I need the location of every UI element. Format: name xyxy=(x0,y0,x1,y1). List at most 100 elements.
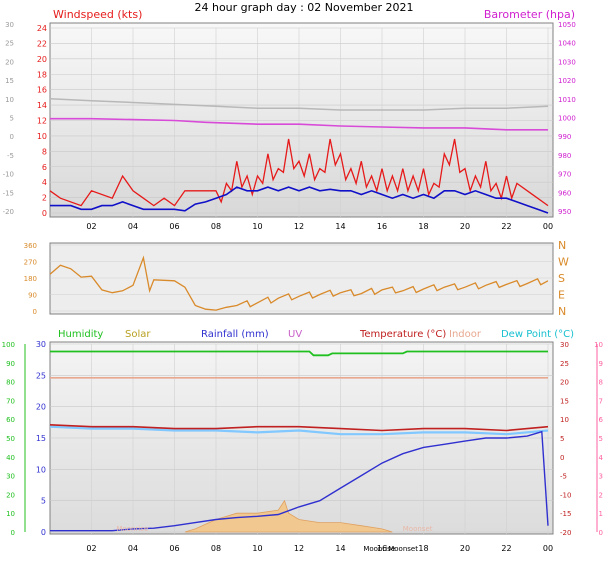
temp-x-tick: 04 xyxy=(128,544,138,553)
temp-x-tick: 12 xyxy=(294,544,304,553)
wind-y-tick: 8 xyxy=(42,147,47,156)
temp-x-tick: 08 xyxy=(211,544,221,553)
barometer-axis-title: Barometer (hpa) xyxy=(484,8,575,21)
temperature-y-tick: -5 xyxy=(560,473,567,481)
compass-label: W xyxy=(558,256,569,269)
legend-solar: Solar xyxy=(125,329,151,340)
outer-y-tick: -20 xyxy=(3,208,14,216)
temp-x-tick: 20 xyxy=(460,544,470,553)
wind-x-tick: 04 xyxy=(128,222,138,231)
rain-y-tick: 30 xyxy=(36,340,46,349)
wind-y-tick: 14 xyxy=(37,101,47,110)
temp-x-tick: 02 xyxy=(86,544,96,553)
wind-y-tick: 18 xyxy=(37,70,47,79)
wind-x-tick: 20 xyxy=(460,222,470,231)
compass-label: E xyxy=(558,289,565,302)
wind-x-tick: 22 xyxy=(501,222,511,231)
temperature-ghost-line xyxy=(49,98,549,111)
rain-y-tick: 25 xyxy=(36,371,46,380)
temperature-y-tick: 10 xyxy=(560,416,569,424)
outer-y-tick: 15 xyxy=(5,77,14,85)
outer-y-tick: 20 xyxy=(5,58,14,66)
wind-x-tick: 00 xyxy=(543,222,553,231)
wind-y-tick: 6 xyxy=(42,163,47,172)
uv-y-tick: 8 xyxy=(599,379,603,387)
outer-y-tick: -15 xyxy=(3,189,14,197)
wind-x-tick: 10 xyxy=(252,222,262,231)
humidity-line xyxy=(50,350,548,357)
outer-y-tick: 10 xyxy=(5,96,14,104)
wind-y-tick: 22 xyxy=(37,39,47,48)
legend-temperature: Temperature (°C) xyxy=(359,329,446,340)
moonset-marker: Moonset xyxy=(403,525,433,533)
wind-y-tick: 16 xyxy=(37,86,47,95)
wind-x-tick: 18 xyxy=(418,222,428,231)
outer-y-tick: -10 xyxy=(3,171,14,179)
temperature-y-tick: 25 xyxy=(560,360,569,368)
barometer-y-tick: 1020 xyxy=(558,77,576,85)
temp-x-tick: 16 xyxy=(377,544,387,553)
wind-y-tick: 12 xyxy=(37,117,47,126)
barometer-y-tick: 980 xyxy=(558,152,571,160)
direction-y-tick: 90 xyxy=(28,292,37,300)
rain-y-tick: 20 xyxy=(36,403,46,412)
legend-dew-point: Dew Point (°C) xyxy=(501,329,574,340)
humidity-y-tick: 30 xyxy=(6,473,15,481)
solar-area xyxy=(184,499,393,533)
humidity-y-tick: 50 xyxy=(6,435,15,443)
uv-y-tick: 6 xyxy=(599,416,604,424)
barometer-line xyxy=(50,117,548,131)
uv-y-tick: 7 xyxy=(599,397,603,405)
legend-humidity: Humidity xyxy=(58,329,103,340)
barometer-y-tick: 950 xyxy=(558,208,571,216)
wind-y-tick: 2 xyxy=(42,194,47,203)
temperature-y-tick: -10 xyxy=(560,491,571,499)
humidity-y-tick: 60 xyxy=(6,416,15,424)
wind-x-tick: 08 xyxy=(211,222,221,231)
wind-x-tick: 02 xyxy=(86,222,96,231)
uv-y-tick: 10 xyxy=(594,341,603,349)
temp-x-tick: 18 xyxy=(418,544,428,553)
rain-y-tick: 15 xyxy=(36,434,46,443)
barometer-y-tick: 960 xyxy=(558,189,571,197)
wind-x-tick: 14 xyxy=(335,222,345,231)
uv-y-tick: 9 xyxy=(599,360,603,368)
moonset-axis-label: Moonset xyxy=(388,545,418,553)
temperature-line xyxy=(49,424,549,432)
barometer-y-tick: 1010 xyxy=(558,96,576,104)
humidity-y-tick: 40 xyxy=(6,454,15,462)
wind-y-tick: 0 xyxy=(42,209,47,218)
outer-y-tick: 5 xyxy=(10,115,14,123)
wind-x-tick: 06 xyxy=(169,222,179,231)
uv-y-tick: 1 xyxy=(599,510,603,518)
uv-y-tick: 2 xyxy=(599,491,603,499)
temperature-y-tick: 20 xyxy=(560,379,569,387)
temperature-y-tick: 5 xyxy=(560,435,564,443)
humidity-y-tick: 80 xyxy=(6,379,15,387)
rain-y-tick: 10 xyxy=(36,465,46,474)
uv-y-tick: 4 xyxy=(599,454,604,462)
barometer-y-tick: 1050 xyxy=(558,21,576,29)
temperature-y-tick: -20 xyxy=(560,529,571,537)
wind-y-tick: 4 xyxy=(42,178,47,187)
windspeed-axis-title: Windspeed (kts) xyxy=(53,8,142,21)
temperature-y-tick: 30 xyxy=(560,341,569,349)
temperature-y-tick: -15 xyxy=(560,510,571,518)
wind-y-tick: 10 xyxy=(37,132,47,141)
direction-y-tick: 360 xyxy=(24,242,37,250)
temp-x-tick: 22 xyxy=(501,544,511,553)
humidity-y-tick: 10 xyxy=(6,510,15,518)
barometer-y-tick: 970 xyxy=(558,171,571,179)
wind-direction-line xyxy=(49,255,549,311)
legend-indoor: Indoor xyxy=(449,329,482,340)
compass-label: N xyxy=(558,239,566,252)
temperature-y-tick: 0 xyxy=(560,454,564,462)
chart-title: 24 hour graph day : 02 November 2021 xyxy=(194,1,413,14)
humidity-y-tick: 20 xyxy=(6,491,15,499)
rainfall-line xyxy=(50,430,549,532)
temp-x-tick: 10 xyxy=(252,544,262,553)
moonrise-axis-label: Moonrise xyxy=(363,545,395,553)
uv-y-tick: 3 xyxy=(599,473,603,481)
humidity-y-tick: 0 xyxy=(11,529,15,537)
